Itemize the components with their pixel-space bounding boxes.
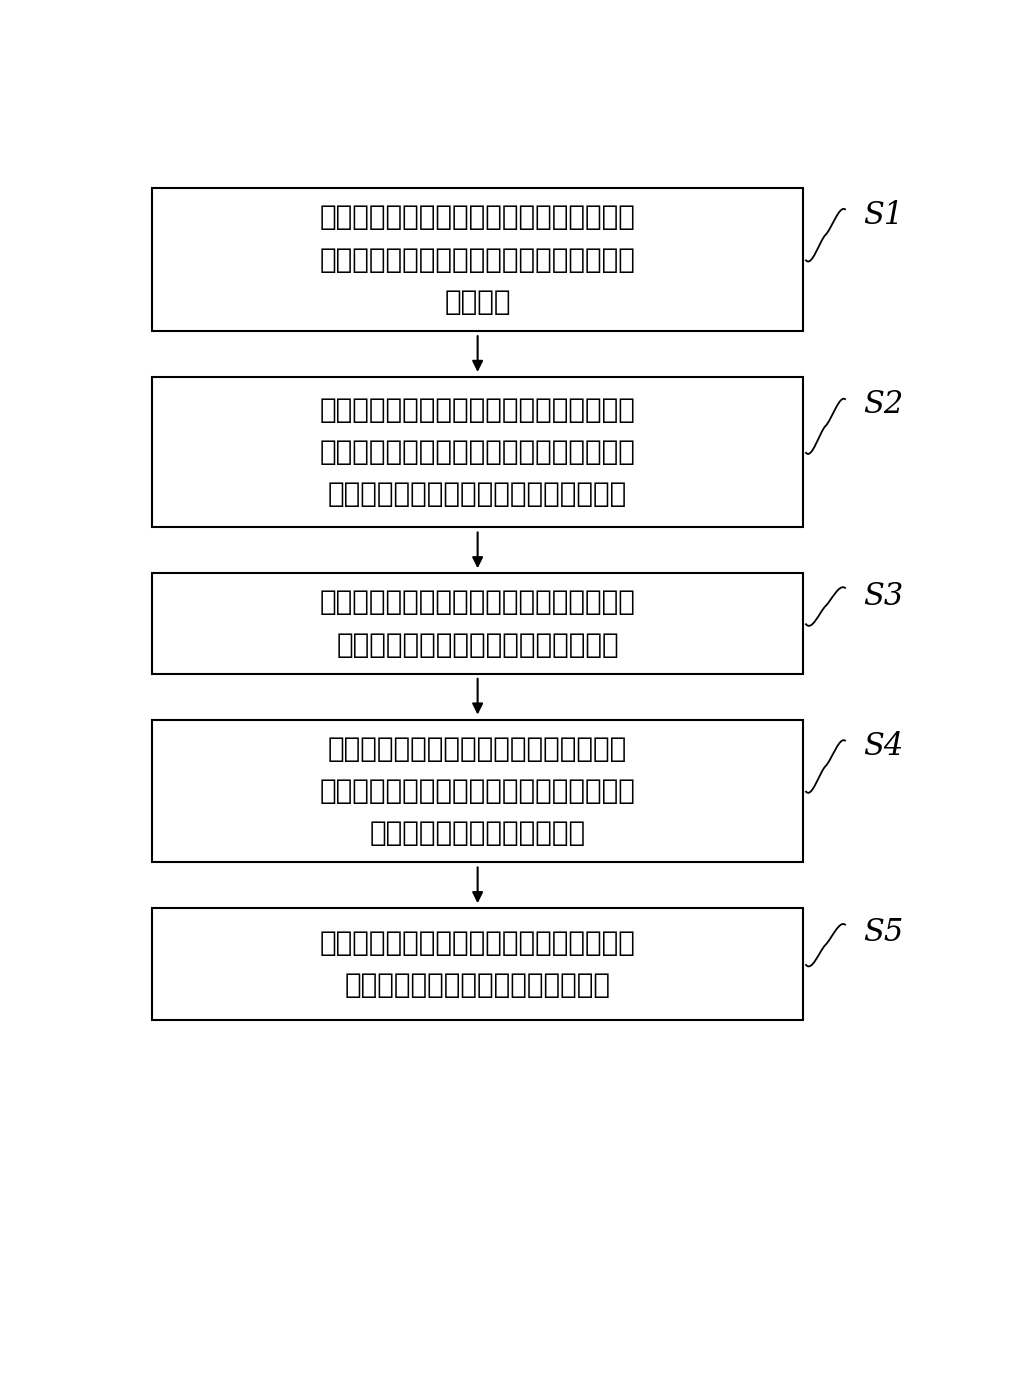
- Text: 在所述空间立体像对内识别电力弧垂同名
点，根据所述电力弧垂同名点所在的异步影
像建立电力弧垂立体空间模型: 在所述空间立体像对内识别电力弧垂同名 点，根据所述电力弧垂同名点所在的异步影 像…: [320, 734, 635, 847]
- Text: 控制无人机按照所述飞行轨迹飞行，采集电
力弧垂的照片空间位置信息，以及每张照片
对应的无人机拍照的空间位置和飞行姿态: 控制无人机按照所述飞行轨迹飞行，采集电 力弧垂的照片空间位置信息，以及每张照片 …: [320, 395, 635, 508]
- Text: 根据所述电力弧垂立体空间模型判断电力弧
垂上的危险点，并自动导出检测报告: 根据所述电力弧垂立体空间模型判断电力弧 垂上的危险点，并自动导出检测报告: [320, 929, 635, 999]
- Bar: [153, 573, 803, 674]
- Text: S5: S5: [864, 918, 904, 948]
- Text: S3: S3: [864, 582, 904, 612]
- Text: S1: S1: [864, 200, 904, 232]
- Bar: [153, 719, 803, 863]
- Text: S4: S4: [864, 732, 904, 762]
- Bar: [153, 908, 803, 1020]
- Bar: [153, 378, 803, 528]
- Text: 根据待测区域内的杆塔位置标定两条相互平
行的飞行轨迹，并根据所述飞行轨迹选取外
业控制点: 根据待测区域内的杆塔位置标定两条相互平 行的飞行轨迹，并根据所述飞行轨迹选取外 …: [320, 204, 635, 316]
- Text: S2: S2: [864, 389, 904, 420]
- Text: 根据所述外业控制点和照片空间位置信息创
建待测区域内电力弧垂的空间立体像对: 根据所述外业控制点和照片空间位置信息创 建待测区域内电力弧垂的空间立体像对: [320, 588, 635, 659]
- Bar: [153, 189, 803, 331]
